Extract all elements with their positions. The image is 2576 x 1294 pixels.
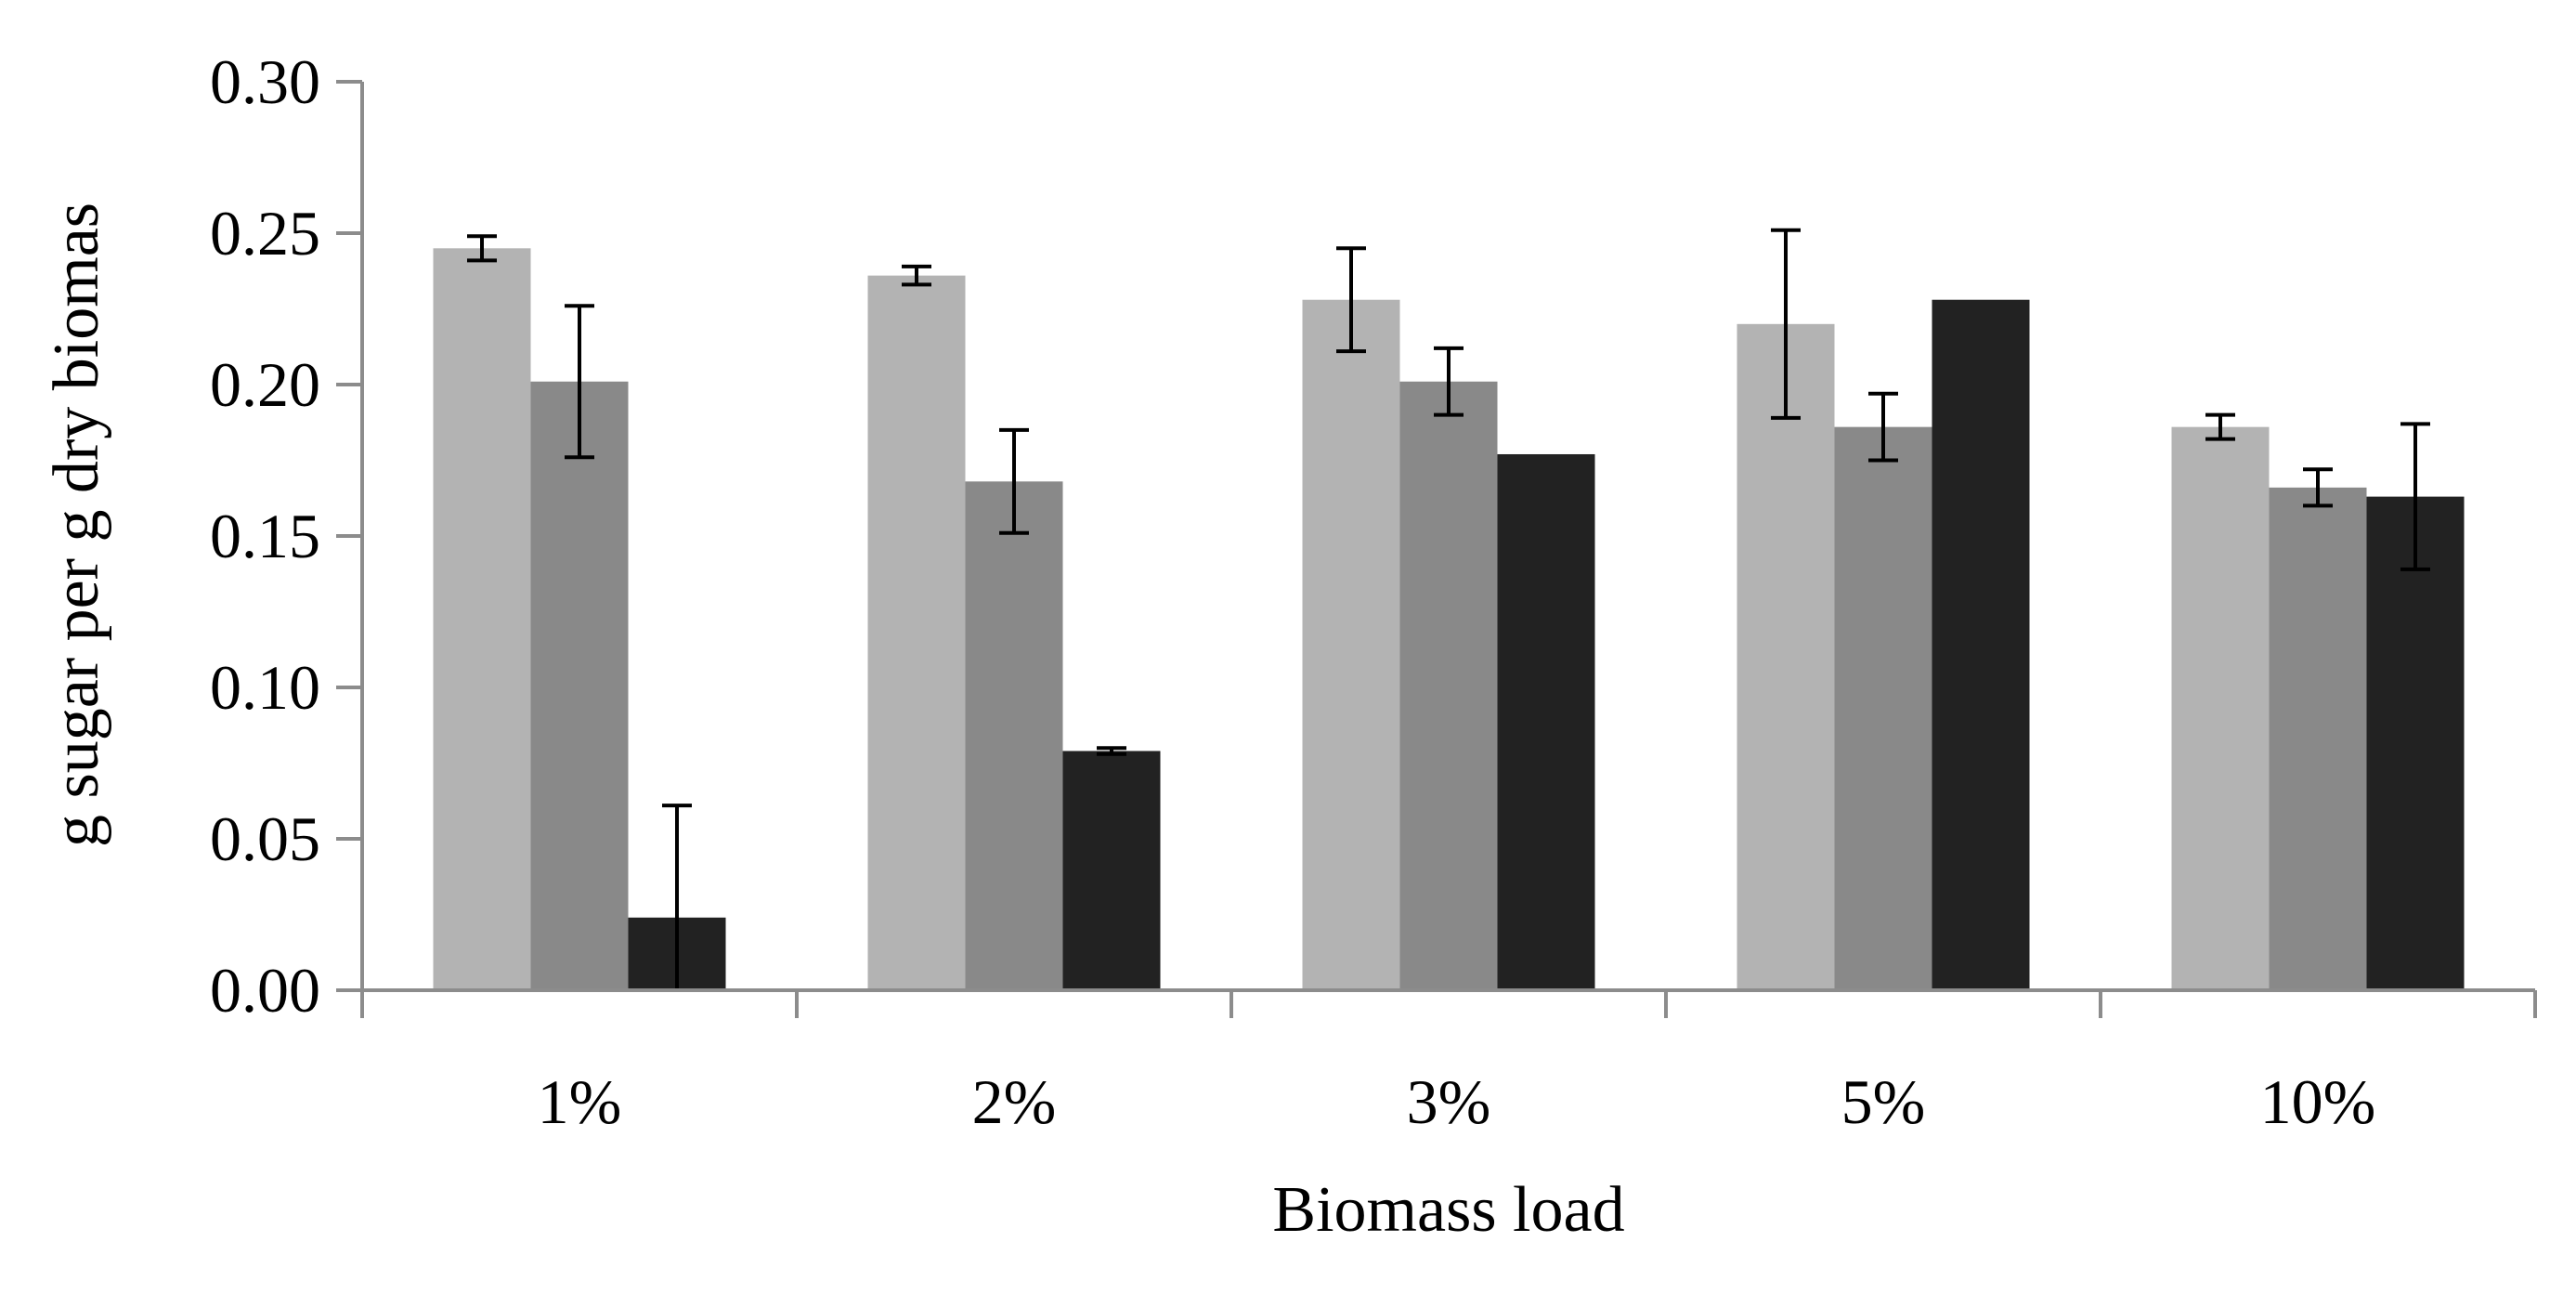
y-axis-title: g sugar per g dry biomas	[41, 203, 112, 847]
error-bars-layer	[467, 228, 2430, 990]
bar-2-1pct	[530, 381, 629, 990]
y-tick-label: 0.30	[210, 46, 320, 117]
bar-2-10pct	[2269, 487, 2367, 990]
bar-3-3pct	[1497, 453, 1595, 991]
x-tick-label: 2%	[972, 1066, 1057, 1137]
bar-3-2pct	[1062, 751, 1161, 990]
x-axis-title: Biomass load	[1272, 1174, 1624, 1246]
bar-2-2pct	[965, 481, 1063, 990]
bar-2-5pct	[1834, 426, 1932, 990]
bar-1-10pct	[2171, 426, 2270, 990]
bar-1-1pct	[433, 248, 531, 990]
bar-1-5pct	[1737, 323, 1835, 990]
bar-1-2pct	[867, 275, 966, 990]
y-tick-label: 0.00	[210, 955, 320, 1026]
bar-2-3pct	[1399, 381, 1498, 990]
y-tick-label: 0.20	[210, 349, 320, 420]
x-tick-label: 3%	[1407, 1066, 1491, 1137]
x-tick-label: 10%	[2260, 1066, 2376, 1137]
y-tick-label: 0.25	[210, 198, 320, 268]
axes-layer	[336, 80, 2537, 1018]
labels-layer: 1% 2% 3% 5% 10% 0.00 0.05 0.10 0.15 0.20 0.25 0.30	[210, 46, 2375, 1137]
y-tick-label: 0.15	[210, 501, 320, 571]
y-tick-label: 0.10	[210, 652, 320, 723]
bar-3-5pct	[1932, 299, 2030, 991]
x-tick-label: 1%	[538, 1066, 622, 1137]
bars-layer	[433, 248, 2465, 991]
bar-3-10pct	[2366, 496, 2465, 990]
x-tick-label: 5%	[1841, 1066, 1926, 1137]
bar-1-3pct	[1302, 299, 1400, 991]
y-tick-label: 0.05	[210, 804, 320, 874]
